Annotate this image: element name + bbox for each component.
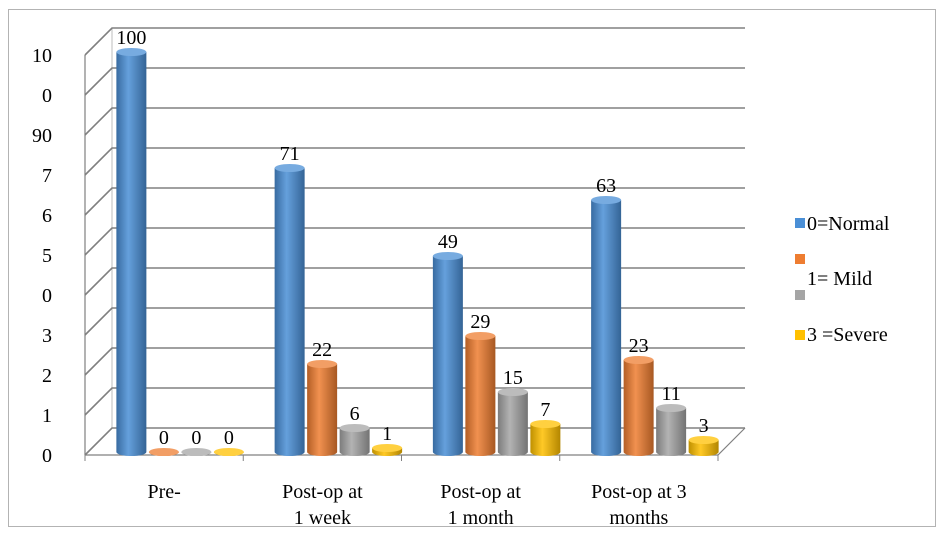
data-label: 29: [470, 311, 490, 333]
data-label: 71: [280, 143, 300, 165]
legend-label: 0=Normal: [807, 213, 890, 235]
y-tick-label: 5: [42, 245, 52, 267]
bar: [530, 420, 561, 456]
gridline: [84, 347, 745, 376]
bar: [148, 448, 179, 456]
data-label: 0: [191, 427, 201, 449]
gridline: [84, 227, 745, 256]
y-tick-label: 2: [42, 365, 52, 387]
legend-swatch: [795, 218, 805, 228]
x-tick-label: months: [609, 507, 668, 529]
bar: [339, 424, 370, 456]
bar: [465, 332, 496, 456]
bar: [623, 356, 654, 456]
gridline: [84, 147, 745, 176]
data-label: 63: [596, 175, 616, 197]
data-label: 23: [629, 335, 649, 357]
gridline: [84, 27, 745, 56]
gridlines: [84, 27, 745, 456]
legend-entry: 0=Normal: [795, 213, 890, 235]
data-label: 0: [159, 427, 169, 449]
data-label: 11: [661, 383, 680, 405]
x-tick-label: Pre-: [147, 481, 180, 503]
bar: [372, 444, 403, 456]
bars: [116, 48, 719, 456]
y-axis-ticks: 0 1 2 3 0 5 6 7 90 0 10: [32, 45, 52, 467]
x-tick-label: Post-op at: [282, 481, 363, 503]
bar: [656, 404, 687, 456]
data-label: 7: [540, 399, 550, 421]
legend-label: 3 =Severe: [807, 324, 888, 346]
bar: [307, 360, 338, 456]
y-tick-label: 0: [42, 85, 52, 107]
y-tick-label: 3: [42, 325, 52, 347]
gridline: [84, 307, 745, 336]
legend-entry: 1= Mild: [795, 268, 872, 300]
bar: [497, 388, 528, 456]
legend: 0=Normal 1= Mild 3 =Severe: [795, 213, 890, 346]
gridline: [84, 107, 745, 136]
legend-entry: [795, 254, 805, 264]
x-tick-label: Post-op at: [440, 481, 521, 503]
y-tick-label: 0: [42, 285, 52, 307]
data-label: 6: [350, 403, 360, 425]
legend-entry: 3 =Severe: [795, 324, 888, 346]
data-label: 0: [224, 427, 234, 449]
gridline: [84, 267, 745, 296]
legend-swatch: [795, 290, 805, 300]
data-label: 22: [312, 339, 332, 361]
gridline: [84, 67, 745, 96]
bar: [116, 48, 147, 456]
data-label: 3: [699, 415, 709, 437]
data-label: 15: [503, 367, 523, 389]
y-tick-label: 7: [42, 165, 52, 187]
bar: [432, 252, 463, 456]
bar: [274, 164, 305, 456]
x-tick-label: Post-op at 3: [591, 481, 687, 503]
y-tick-label: 90: [32, 125, 52, 147]
data-label: 49: [438, 231, 458, 253]
gridline: [84, 387, 745, 416]
data-label: 100: [116, 27, 146, 49]
y-tick-label: 10: [32, 45, 52, 67]
x-tick-label: 1 month: [448, 507, 514, 529]
x-axis-categories: Pre- Post-op at 1 week Post-op at 1 month Pos…: [147, 481, 686, 529]
bar: [688, 436, 719, 456]
x-tick-label: 1 week: [294, 507, 351, 529]
bar: [591, 196, 622, 456]
legend-swatch: [795, 254, 805, 264]
y-tick-label: 0: [42, 445, 52, 467]
bar: [181, 448, 212, 456]
y-tick-label: 6: [42, 205, 52, 227]
legend-swatch: [795, 330, 805, 340]
data-label: 1: [382, 423, 392, 445]
y-tick-label: 1: [42, 405, 52, 427]
bar: [213, 448, 244, 456]
gridline: [84, 187, 745, 216]
legend-label: 1= Mild: [807, 268, 872, 290]
